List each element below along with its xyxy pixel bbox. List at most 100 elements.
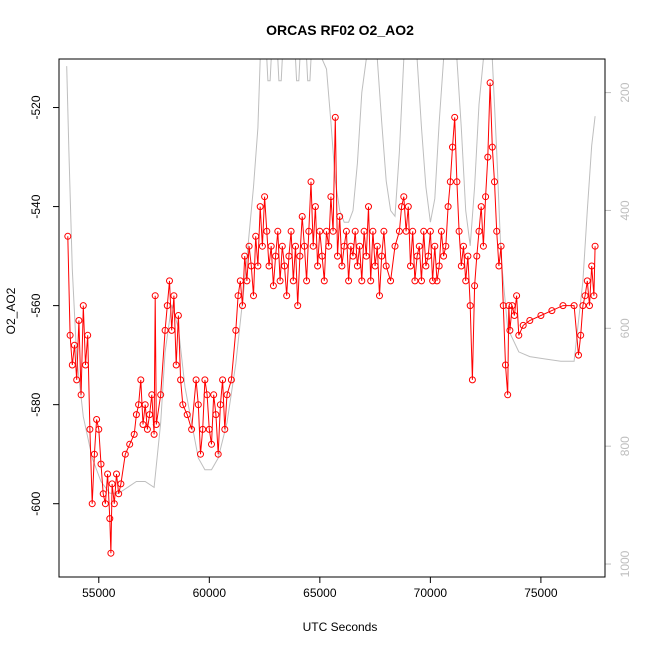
data-point — [247, 262, 255, 270]
data-point — [588, 262, 596, 270]
axes-group: 55000 60000 65000 70000 75000 -600 -580 -560 -54… — [29, 82, 632, 600]
data-point — [320, 277, 328, 285]
data-point — [473, 252, 481, 260]
data-point — [170, 292, 178, 300]
data-point — [382, 262, 390, 270]
data-point — [263, 227, 271, 235]
data-point — [329, 227, 337, 235]
data-point — [107, 549, 115, 557]
data-point — [161, 326, 169, 334]
data-point — [95, 425, 103, 433]
data-point — [395, 227, 403, 235]
data-point — [437, 227, 445, 235]
data-point — [179, 401, 187, 409]
data-point — [232, 326, 240, 334]
data-point — [287, 227, 295, 235]
data-point — [484, 153, 492, 161]
data-point — [411, 277, 419, 285]
data-point — [420, 227, 428, 235]
data-point — [130, 430, 138, 438]
data-point — [77, 391, 85, 399]
data-point — [586, 302, 593, 310]
data-point — [579, 302, 587, 310]
y-axis-label: O2_AO2 — [4, 287, 18, 334]
data-point — [477, 203, 485, 211]
data-point — [214, 450, 222, 458]
data-point — [365, 203, 372, 211]
data-point — [440, 252, 448, 260]
data-point — [234, 292, 242, 300]
data-point — [325, 242, 333, 250]
data-point — [269, 282, 277, 290]
plot-frame — [58, 58, 606, 578]
data-point — [283, 292, 291, 300]
data-point — [139, 421, 147, 428]
data-point — [84, 331, 92, 339]
y-tick-label: -540 — [29, 194, 43, 218]
data-point — [197, 450, 204, 458]
data-point — [380, 227, 388, 235]
data-point — [371, 262, 379, 270]
data-point — [334, 252, 341, 260]
data-point — [424, 252, 432, 260]
data-point — [267, 242, 275, 250]
data-point — [99, 490, 107, 498]
series-red-line — [67, 82, 596, 554]
data-point — [446, 178, 454, 186]
data-point — [409, 227, 417, 235]
data-point — [502, 361, 509, 369]
data-point — [113, 470, 120, 478]
data-point — [143, 425, 151, 433]
data-point — [278, 242, 286, 250]
data-point — [250, 292, 257, 300]
data-point — [199, 425, 207, 433]
data-point — [402, 227, 410, 235]
data-point — [115, 490, 123, 498]
data-point — [188, 425, 196, 433]
data-point — [97, 460, 105, 468]
data-point — [192, 376, 200, 384]
data-point — [66, 331, 74, 339]
data-point — [451, 113, 459, 121]
data-point — [497, 242, 505, 250]
data-point — [201, 376, 209, 384]
data-point — [583, 277, 591, 285]
data-point — [298, 213, 306, 220]
data-point — [110, 500, 118, 508]
data-point — [152, 421, 160, 428]
data-point — [73, 376, 81, 384]
data-point — [90, 450, 98, 458]
data-point — [331, 113, 339, 121]
data-point — [338, 262, 346, 270]
data-point — [223, 391, 231, 399]
data-point — [360, 227, 368, 235]
data-point — [82, 361, 89, 369]
data-point — [101, 500, 109, 508]
data-point — [548, 307, 556, 315]
data-point — [356, 242, 364, 250]
data-point — [336, 213, 344, 220]
data-point — [515, 331, 523, 339]
data-point — [444, 203, 452, 211]
data-point — [274, 227, 282, 235]
data-point — [433, 277, 441, 285]
data-point — [265, 262, 273, 270]
x-tick-label: 65000 — [303, 586, 337, 600]
data-point — [347, 242, 355, 250]
data-point — [449, 143, 456, 151]
data-point — [590, 292, 598, 300]
data-point — [236, 277, 244, 285]
data-point — [203, 391, 211, 399]
data-point — [353, 262, 361, 270]
data-point — [418, 277, 425, 285]
data-point — [314, 262, 322, 270]
data-point — [194, 401, 202, 409]
data-point — [460, 242, 467, 250]
data-point — [369, 227, 377, 235]
data-point — [141, 401, 149, 409]
data-point — [323, 227, 330, 235]
data-point — [504, 391, 512, 399]
data-point — [163, 302, 171, 310]
data-point — [376, 292, 383, 300]
data-point — [453, 178, 461, 186]
